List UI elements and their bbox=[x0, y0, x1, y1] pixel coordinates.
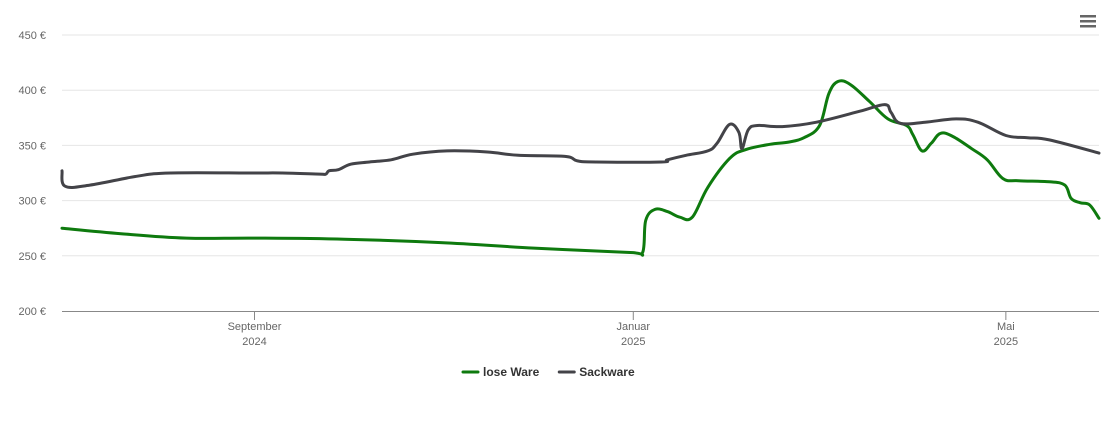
y-tick-label: 200 € bbox=[18, 306, 46, 318]
x-tick-label: Mai bbox=[997, 321, 1015, 333]
x-axis: September 2024 Januar 2025 Mai 2025 bbox=[228, 311, 1018, 348]
legend-label: lose Ware bbox=[483, 365, 540, 379]
series-line-0 bbox=[60, 79, 1101, 257]
series bbox=[60, 79, 1101, 257]
y-tick-label: 400 € bbox=[18, 85, 46, 97]
y-tick-label: 450 € bbox=[18, 30, 46, 42]
x-tick-label: Januar bbox=[616, 321, 650, 333]
grid bbox=[62, 34, 1099, 257]
legend-label: Sackware bbox=[579, 365, 635, 379]
legend-item[interactable]: Sackware bbox=[557, 365, 635, 379]
hamburger-menu-icon[interactable] bbox=[1080, 15, 1096, 28]
y-axis: 200 € 250 € 300 € 350 € 400 € 450 € bbox=[18, 30, 46, 318]
legend: lose Ware Sackware bbox=[461, 365, 635, 379]
x-tick-year-label: 2024 bbox=[242, 336, 266, 348]
y-tick-label: 250 € bbox=[18, 251, 46, 263]
y-tick-label: 300 € bbox=[18, 196, 46, 208]
x-tick-year-label: 2025 bbox=[621, 336, 645, 348]
series-line-1 bbox=[60, 103, 1101, 189]
x-tick-label: September bbox=[228, 321, 282, 333]
x-tick-year-label: 2025 bbox=[994, 336, 1018, 348]
y-tick-label: 350 € bbox=[18, 140, 46, 152]
legend-item[interactable]: lose Ware bbox=[461, 365, 540, 379]
